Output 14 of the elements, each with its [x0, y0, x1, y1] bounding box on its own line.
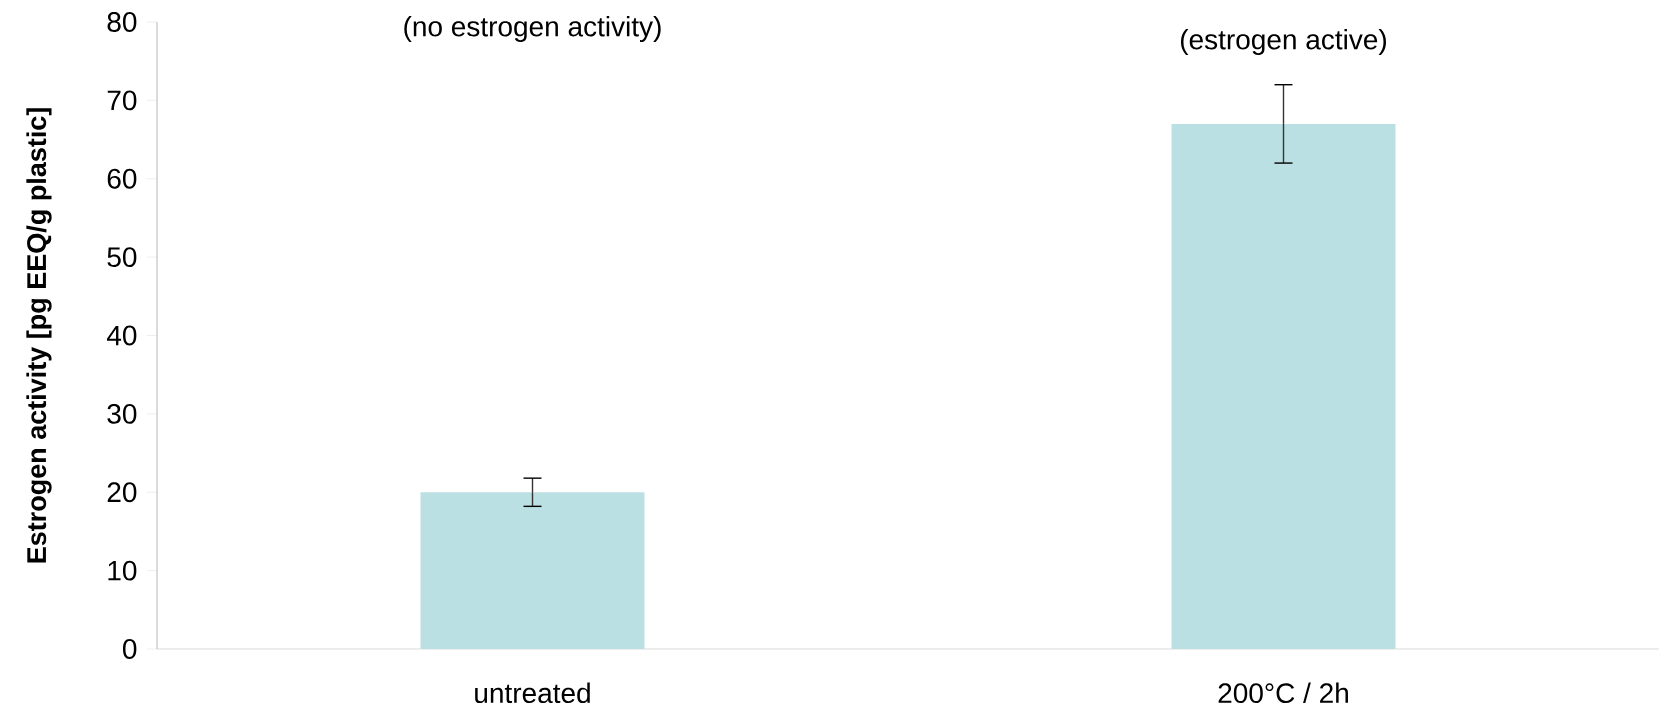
y-tick-label: 30: [107, 403, 137, 424]
y-axis-title: Estrogen activity [pg EEQ/g plastic]: [26, 108, 52, 563]
annotation: (estrogen active): [1180, 28, 1386, 56]
y-tick-label: 0: [122, 639, 137, 659]
y-tick-label: 10: [108, 560, 137, 581]
y-tick-label: 80: [107, 12, 137, 32]
x-tick-label: untreated: [475, 682, 590, 704]
y-tick-label: 40: [106, 325, 137, 346]
y-tick-label: 70: [107, 90, 137, 111]
y-tick-label: 20: [107, 482, 137, 503]
y-tick-label: 60: [107, 168, 137, 189]
x-tick-label: 200°C / 2h: [1218, 682, 1348, 704]
y-tick-label: 50: [107, 247, 137, 268]
annotation: (no estrogen activity): [404, 15, 661, 43]
